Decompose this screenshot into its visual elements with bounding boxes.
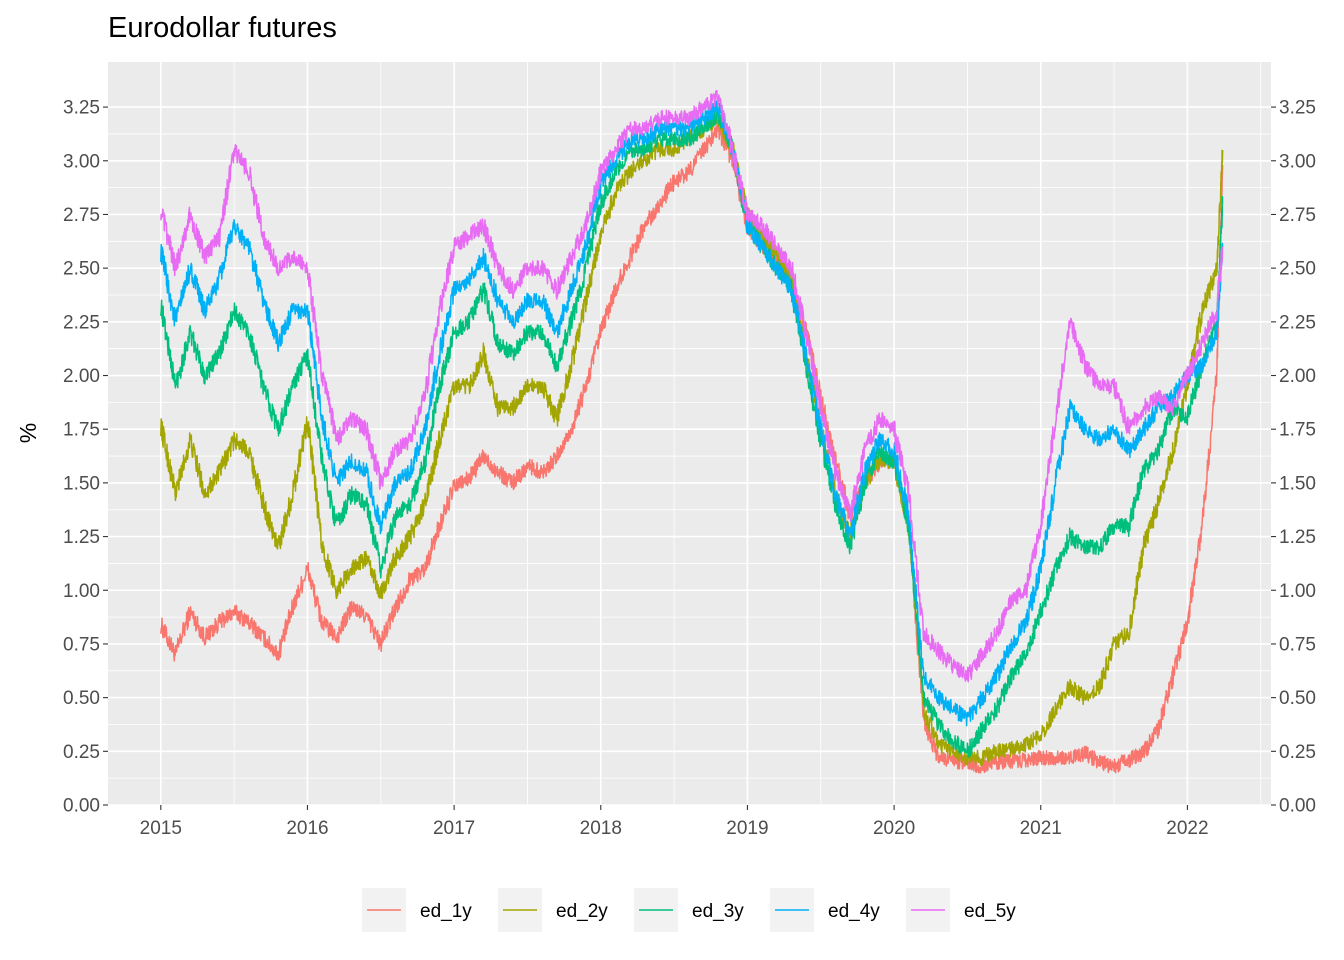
legend-label-ed_3y: ed_3y bbox=[692, 901, 744, 922]
legend-label-ed_4y: ed_4y bbox=[828, 901, 880, 922]
y-tick-label-left: 1.75 bbox=[63, 420, 100, 441]
y-tick-label-left: 0.75 bbox=[63, 634, 100, 655]
plot-panel bbox=[108, 62, 1271, 805]
y-tick-label-left: 1.00 bbox=[63, 581, 100, 602]
series-line-ed_5y bbox=[160, 89, 1224, 683]
y-tick-label-left: 0.50 bbox=[63, 688, 100, 709]
y-tick-label-right: 1.25 bbox=[1279, 527, 1316, 548]
y-tick-label-left: 2.00 bbox=[63, 366, 100, 387]
y-tick-label-right: 0.00 bbox=[1279, 796, 1316, 817]
y-tick-label-right: 1.75 bbox=[1279, 420, 1316, 441]
y-tick-label-right: 1.00 bbox=[1279, 581, 1316, 602]
y-tick-label-left: 1.50 bbox=[63, 473, 100, 494]
y-tick-label-left: 2.25 bbox=[63, 312, 100, 333]
y-tick-label-left: 3.00 bbox=[63, 151, 100, 172]
y-tick-label-left: 2.75 bbox=[63, 205, 100, 226]
y-tick-label-right: 0.25 bbox=[1279, 742, 1316, 763]
x-tick-label: 2019 bbox=[726, 818, 768, 839]
series-line-ed_3y bbox=[160, 106, 1224, 758]
y-tick-label-right: 2.00 bbox=[1279, 366, 1316, 387]
y-axis-title: % bbox=[15, 423, 41, 443]
y-tick-label-right: 3.00 bbox=[1279, 151, 1316, 172]
y-tick-label-left: 0.00 bbox=[63, 796, 100, 817]
legend-label-ed_2y: ed_2y bbox=[556, 901, 608, 922]
x-tick-label: 2022 bbox=[1166, 818, 1208, 839]
series-line-ed_1y bbox=[160, 120, 1224, 774]
y-tick-label-left: 1.25 bbox=[63, 527, 100, 548]
y-tick-label-right: 3.25 bbox=[1279, 98, 1316, 119]
x-tick-label: 2021 bbox=[1020, 818, 1062, 839]
y-tick-label-right: 2.25 bbox=[1279, 312, 1316, 333]
series-layer bbox=[160, 89, 1224, 774]
y-tick-label-right: 2.50 bbox=[1279, 259, 1316, 280]
y-tick-label-right: 1.50 bbox=[1279, 473, 1316, 494]
y-tick-label-right: 2.75 bbox=[1279, 205, 1316, 226]
legend-label-ed_1y: ed_1y bbox=[420, 901, 472, 922]
x-tick-label: 2016 bbox=[286, 818, 328, 839]
legend: ed_1y ed_2y ed_3y ed_4y ed_5y bbox=[362, 888, 1016, 932]
axis-layer: 0.00 0.00 0.25 0.25 0.50 0.50 0.75 0.75 1.00 1.00… bbox=[63, 98, 1316, 839]
y-tick-label-right: 0.75 bbox=[1279, 634, 1316, 655]
legend-label-ed_5y: ed_5y bbox=[964, 901, 1016, 922]
chart-title: Eurodollar futures bbox=[108, 12, 337, 44]
x-tick-label: 2020 bbox=[873, 818, 915, 839]
x-tick-label: 2017 bbox=[433, 818, 475, 839]
y-tick-label-left: 0.25 bbox=[63, 742, 100, 763]
y-tick-label-left: 2.50 bbox=[63, 259, 100, 280]
x-tick-label: 2015 bbox=[140, 818, 182, 839]
y-tick-label-left: 3.25 bbox=[63, 98, 100, 119]
x-tick-label: 2018 bbox=[580, 818, 622, 839]
grid-layer bbox=[108, 62, 1271, 806]
y-tick-label-right: 0.50 bbox=[1279, 688, 1316, 709]
